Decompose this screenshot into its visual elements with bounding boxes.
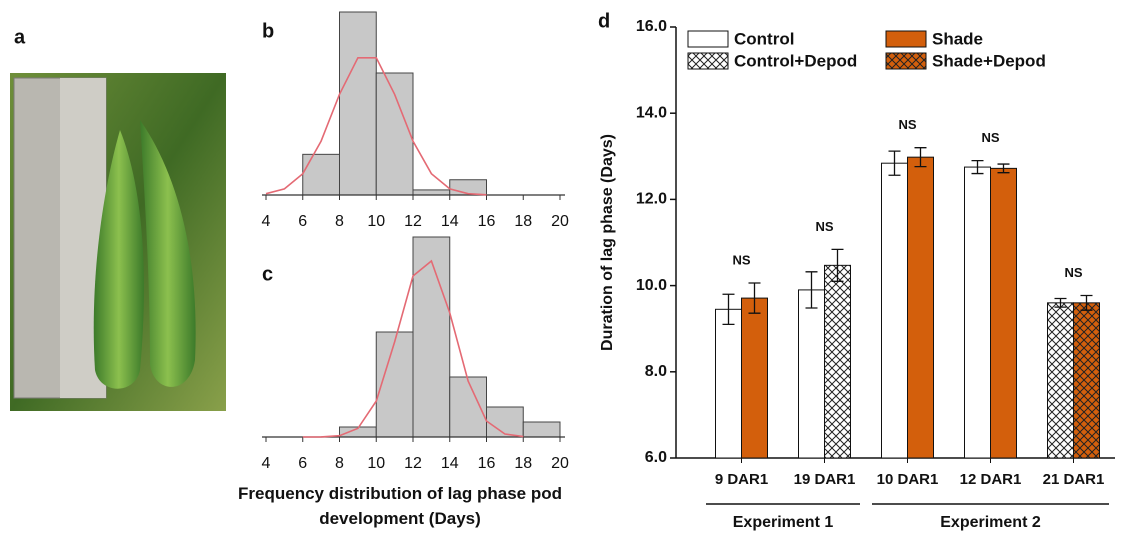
y-tick-label: 6.0 xyxy=(645,449,667,466)
histogram-bar xyxy=(375,331,414,438)
histogram-bar xyxy=(412,189,451,196)
error-bar-line xyxy=(1080,294,1093,311)
y-tick-label: 16.0 xyxy=(636,18,667,35)
legend-swatch xyxy=(885,52,927,70)
error-bar-line xyxy=(914,147,927,168)
photo xyxy=(10,73,226,411)
x-tick-label: 10 xyxy=(367,455,385,472)
x-tick-label: 8 xyxy=(335,213,344,230)
x-tick-label: 21 DAR1 xyxy=(1043,471,1105,488)
bar xyxy=(881,162,908,459)
bar xyxy=(824,264,851,459)
error-bar-line xyxy=(831,248,844,282)
x-tick-label: 16 xyxy=(478,213,496,230)
x-tick-label: 4 xyxy=(262,455,271,472)
legend-swatch xyxy=(687,30,729,48)
annotation: NS xyxy=(815,219,833,234)
x-tick-label: 12 xyxy=(404,455,422,472)
histogram-bar xyxy=(339,11,377,196)
error-bar-line xyxy=(971,159,984,175)
x-tick-label: 18 xyxy=(514,213,532,230)
annotation: NS xyxy=(981,130,999,145)
x-tick-label: 4 xyxy=(262,213,271,230)
bar xyxy=(907,156,934,459)
x-tick-label: 10 DAR1 xyxy=(877,471,939,488)
bar xyxy=(990,167,1017,459)
error-bar xyxy=(722,293,735,326)
bar xyxy=(1047,302,1074,459)
y-tick-label: 14.0 xyxy=(636,104,667,121)
x-tick-label: 19 DAR1 xyxy=(794,471,856,488)
x-tick-label: 14 xyxy=(441,213,459,230)
error-bar-line xyxy=(997,163,1010,174)
x-tick-label: 14 xyxy=(441,455,459,472)
error-bar-line xyxy=(1054,297,1067,308)
legend-label: Shade xyxy=(932,29,983,48)
histogram-bar xyxy=(375,72,414,196)
fit-curve xyxy=(265,57,487,196)
x-tick-label: 12 DAR1 xyxy=(960,471,1022,488)
fit-curve xyxy=(302,259,524,438)
annotation: NS xyxy=(1064,265,1082,280)
legend-swatch xyxy=(885,30,927,48)
group-label: Experiment 2 xyxy=(940,514,1041,531)
error-bar xyxy=(997,163,1010,174)
error-bar-line xyxy=(805,271,818,309)
panel-label: c xyxy=(262,263,273,285)
y-tick-label: 12.0 xyxy=(636,191,667,208)
bar xyxy=(741,297,768,459)
legend-swatch xyxy=(687,52,729,70)
error-bar-line xyxy=(888,150,901,176)
x-tick-label: 6 xyxy=(298,455,307,472)
x-tick-label: 18 xyxy=(514,455,532,472)
group-label: Experiment 1 xyxy=(733,514,834,531)
bar xyxy=(1073,302,1100,459)
panel-label: d xyxy=(598,10,610,32)
x-tick-label: 20 xyxy=(551,455,569,472)
annotation: NS xyxy=(898,117,916,132)
histogram-bar xyxy=(412,236,451,438)
histogram-bar xyxy=(302,153,340,196)
x-tick-label: 16 xyxy=(478,455,496,472)
legend-label: Control+Depod xyxy=(734,51,857,70)
panel-label: b xyxy=(262,20,274,42)
histogram-bar xyxy=(522,421,561,438)
error-bar-line xyxy=(722,293,735,326)
y-tick-label: 10.0 xyxy=(636,277,667,294)
x-tick-label: 12 xyxy=(404,213,422,230)
bar xyxy=(798,289,825,459)
x-tick-label: 8 xyxy=(335,455,344,472)
x-tick-label: 6 xyxy=(298,213,307,230)
error-bar xyxy=(748,282,761,314)
error-bar xyxy=(831,248,844,282)
histogram-bar xyxy=(486,406,524,438)
error-bar-line xyxy=(748,282,761,314)
annotation: NS xyxy=(732,252,750,267)
x-axis-title: Frequency distribution of lag phase pod … xyxy=(238,484,562,528)
legend-label: Control xyxy=(734,29,794,48)
error-bar xyxy=(971,159,984,175)
error-bar xyxy=(1054,297,1067,308)
error-bar xyxy=(805,271,818,309)
error-bar xyxy=(1080,294,1093,311)
panel-label: a xyxy=(14,26,26,48)
histogram-bar xyxy=(449,179,487,196)
histogram-bar xyxy=(449,376,487,438)
legend-label: Shade+Depod xyxy=(932,51,1046,70)
y-tick-label: 8.0 xyxy=(645,363,667,380)
error-bar xyxy=(888,150,901,176)
x-tick-label: 9 DAR1 xyxy=(715,471,768,488)
bar xyxy=(715,308,742,459)
x-tick-label: 10 xyxy=(367,213,385,230)
bar xyxy=(964,166,991,459)
y-axis-title: Duration of lag phase (Days) xyxy=(599,134,616,351)
x-tick-label: 20 xyxy=(551,213,569,230)
error-bar xyxy=(914,147,927,168)
